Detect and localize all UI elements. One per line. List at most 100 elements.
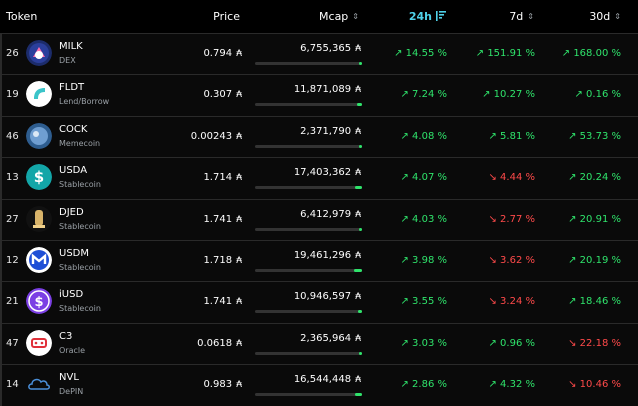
- iusd-logo-icon: $: [26, 288, 52, 315]
- change-30d: ↗ 53.73 %: [568, 130, 621, 142]
- row-left-border: [0, 34, 2, 75]
- row-left-border: [0, 116, 2, 158]
- currency-icon: ₳: [355, 209, 361, 220]
- token-name[interactable]: NVL: [59, 372, 79, 384]
- mcap-bar: [255, 186, 362, 190]
- currency-icon: ₳: [355, 375, 361, 386]
- token-price: 1.741 ₳: [203, 213, 242, 225]
- sort-icon[interactable]: ⇕: [352, 12, 359, 21]
- change-7d: ↗ 0.96 %: [488, 337, 535, 349]
- table-row[interactable]: 12 USDM Stablecoin 1.718 ₳ 19,461,296 ₳ ↗ 3.9…: [0, 240, 638, 282]
- token-mcap: 19,461,296 ₳: [293, 250, 361, 261]
- sort-icon[interactable]: ⇕: [527, 12, 534, 21]
- currency-icon: ₳: [355, 168, 361, 179]
- mcap-bar-fill: [355, 393, 362, 397]
- mcap-bar-fill: [359, 227, 362, 231]
- mcap-bar-fill: [358, 310, 362, 314]
- header-30d[interactable]: 30d: [589, 10, 611, 23]
- token-category: Stablecoin: [59, 221, 101, 231]
- change-24h: ↗ 2.86 %: [400, 379, 447, 391]
- sort-icon[interactable]: ⇕: [614, 12, 621, 21]
- usdm-logo-icon: [26, 247, 52, 273]
- mcap-bar-fill: [359, 62, 362, 65]
- header-mcap-group[interactable]: Mcap ⇕: [319, 10, 359, 23]
- header-30d-group[interactable]: 30d ⇕: [589, 10, 621, 23]
- token-rank: 13: [6, 172, 19, 184]
- change-7d: ↘ 4.44 %: [488, 172, 535, 184]
- token-name[interactable]: iUSD: [59, 289, 84, 301]
- change-30d: ↗ 20.24 %: [568, 172, 621, 184]
- mcap-bar: [255, 103, 362, 107]
- header-mcap[interactable]: Mcap: [319, 10, 349, 23]
- token-rank: 46: [6, 130, 19, 142]
- token-price: 1.714 ₳: [203, 172, 242, 184]
- change-30d: ↗ 0.16 %: [574, 89, 621, 101]
- currency-icon: ₳: [236, 173, 242, 184]
- token-name[interactable]: USDA: [59, 165, 88, 177]
- table-row[interactable]: 27 DJED Stablecoin 1.741 ₳ 6,412,979 ₳ ↗ 4.03…: [0, 198, 638, 241]
- currency-icon: ₳: [355, 85, 361, 96]
- milk-logo-icon: [26, 40, 52, 66]
- currency-icon: ₳: [236, 90, 242, 101]
- token-name[interactable]: FLDT: [59, 82, 85, 94]
- nvl-logo-icon: [26, 371, 52, 397]
- change-24h: ↗ 3.03 %: [400, 337, 447, 349]
- table-row[interactable]: 21 $ iUSD Stablecoin 1.741 ₳ 10,946,597 ₳ ↗ 3.…: [0, 281, 638, 324]
- token-name[interactable]: MILK: [59, 41, 83, 52]
- table-row[interactable]: 14 NVL DePIN 0.983 ₳ 16,544,448 ₳ ↗ 2.86 % ↗ 4…: [0, 364, 638, 406]
- change-30d: ↗ 168.00 %: [561, 48, 621, 59]
- token-mcap: 6,412,979 ₳: [300, 208, 361, 220]
- token-price: 0.00243 ₳: [190, 130, 242, 142]
- change-24h: ↗ 14.55 %: [394, 48, 447, 59]
- currency-icon: ₳: [355, 251, 361, 261]
- token-category: Lend/Borrow: [59, 97, 110, 107]
- currency-icon: ₳: [355, 126, 361, 137]
- table-row[interactable]: 47 C3 Oracle 0.0618 ₳ 2,365,964 ₳ ↗ 3.03 % ↗ 0…: [0, 322, 638, 365]
- mcap-bar: [255, 144, 362, 148]
- token-category: Memecoin: [59, 138, 101, 148]
- mcap-bar-fill: [359, 351, 362, 355]
- header-7d[interactable]: 7d: [509, 10, 524, 23]
- mcap-bar-fill: [354, 269, 362, 272]
- table-row[interactable]: 13 $ USDA Stablecoin 1.714 ₳ 17,403,362 ₳ ↗ 4.…: [0, 157, 638, 200]
- currency-icon: ₳: [236, 297, 242, 308]
- row-left-border: [0, 75, 2, 117]
- token-name[interactable]: C3: [59, 330, 73, 342]
- token-name[interactable]: DJED: [59, 206, 84, 218]
- c3-logo-icon: [26, 329, 52, 356]
- change-24h: ↗ 4.08 %: [400, 130, 447, 142]
- token-price: 1.741 ₳: [203, 296, 242, 308]
- table-header: Token Price Mcap ⇕ 24h 7d ⇕ 30d ⇕: [0, 0, 638, 32]
- change-30d: ↗ 20.19 %: [568, 255, 621, 266]
- token-rank: 19: [6, 89, 19, 101]
- token-mcap: 6,755,365 ₳: [300, 43, 361, 54]
- change-7d: ↗ 10.27 %: [482, 89, 535, 101]
- header-24h-group[interactable]: 24h: [409, 10, 446, 23]
- currency-icon: ₳: [355, 292, 361, 303]
- change-7d: ↗ 151.91 %: [475, 48, 535, 59]
- change-30d: ↘ 22.18 %: [568, 337, 621, 349]
- sort-descending-icon[interactable]: [436, 11, 446, 21]
- table-row[interactable]: 19 FLDT Lend/Borrow 0.307 ₳ 11,871,089 ₳ ↗ 7.…: [0, 74, 638, 117]
- row-left-border: [0, 241, 2, 282]
- header-price[interactable]: Price: [213, 10, 240, 23]
- change-30d: ↗ 18.46 %: [568, 296, 621, 308]
- change-7d: ↗ 4.32 %: [488, 379, 535, 391]
- change-24h: ↗ 4.03 %: [400, 213, 447, 225]
- token-category: Stablecoin: [59, 180, 101, 190]
- header-7d-group[interactable]: 7d ⇕: [509, 10, 534, 23]
- header-token[interactable]: Token: [6, 10, 38, 23]
- token-name[interactable]: USDM: [59, 248, 89, 259]
- token-category: Oracle: [59, 345, 86, 355]
- table-row[interactable]: 46 COCK Memecoin 0.00243 ₳ 2,371,790 ₳ ↗ 4.08…: [0, 115, 638, 158]
- header-24h[interactable]: 24h: [408, 10, 432, 23]
- token-name[interactable]: COCK: [59, 123, 88, 135]
- cock-logo-icon: [26, 122, 52, 149]
- token-rank: 27: [6, 213, 19, 225]
- mcap-bar: [255, 393, 362, 397]
- mcap-bar: [255, 351, 362, 355]
- table-row[interactable]: 26 MILK DEX 0.794 ₳ 6,755,365 ₳ ↗ 14.55 % ↗ 15…: [0, 33, 638, 75]
- token-rank: 47: [6, 337, 19, 349]
- token-category: Stablecoin: [59, 263, 101, 272]
- token-mcap: 2,371,790 ₳: [300, 125, 361, 137]
